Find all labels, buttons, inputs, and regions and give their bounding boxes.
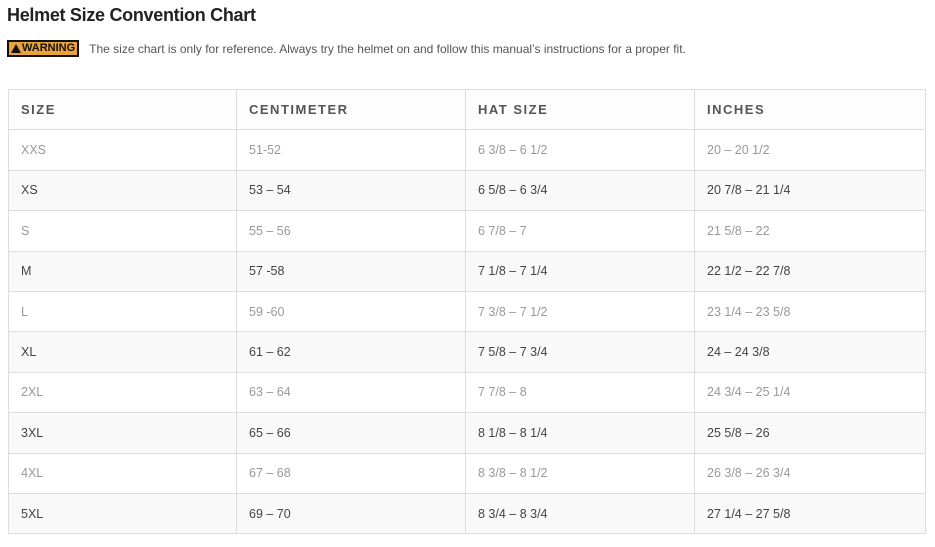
cell-centimeter: 67 – 68 xyxy=(236,452,466,494)
cell-inches: 24 3/4 – 25 1/4 xyxy=(694,371,926,414)
cell-size: M xyxy=(8,250,237,292)
table-row: 5XL 69 – 70 8 3/4 – 8 3/4 27 1/4 – 27 5/8 xyxy=(8,492,926,535)
cell-centimeter: 57 -58 xyxy=(236,250,466,292)
cell-size: XS xyxy=(8,169,237,212)
column-header-inches: INCHES xyxy=(694,88,926,131)
warning-triangle-icon xyxy=(11,44,21,53)
cell-size: L xyxy=(8,290,237,333)
cell-hat-size: 7 5/8 – 7 3/4 xyxy=(465,331,695,373)
cell-hat-size: 8 3/8 – 8 1/2 xyxy=(465,452,695,494)
table-row: L 59 -60 7 3/8 – 7 1/2 23 1/4 – 23 5/8 xyxy=(8,290,926,333)
cell-inches: 26 3/8 – 26 3/4 xyxy=(694,452,926,494)
cell-centimeter: 51-52 xyxy=(236,129,466,171)
cell-centimeter: 65 – 66 xyxy=(236,412,466,454)
cell-centimeter: 63 – 64 xyxy=(236,371,466,414)
column-header-hat-size: HAT SIZE xyxy=(465,88,695,131)
size-chart-table: SIZE CENTIMETER HAT SIZE INCHES XXS 51-52 6 3… xyxy=(8,88,926,535)
table-header-row: SIZE CENTIMETER HAT SIZE INCHES xyxy=(8,88,926,131)
cell-hat-size: 7 7/8 – 8 xyxy=(465,371,695,414)
cell-centimeter: 61 – 62 xyxy=(236,331,466,373)
warning-badge-label: WARNING xyxy=(22,42,76,54)
column-header-size: SIZE xyxy=(8,88,237,131)
cell-centimeter: 53 – 54 xyxy=(236,169,466,212)
cell-size: 5XL xyxy=(8,492,237,535)
cell-inches: 20 7/8 – 21 1/4 xyxy=(694,169,926,212)
cell-inches: 23 1/4 – 23 5/8 xyxy=(694,290,926,333)
table-row: M 57 -58 7 1/8 – 7 1/4 22 1/2 – 22 7/8 xyxy=(8,250,926,292)
table-row: XXS 51-52 6 3/8 – 6 1/2 20 – 20 1/2 xyxy=(8,129,926,171)
cell-hat-size: 7 1/8 – 7 1/4 xyxy=(465,250,695,292)
cell-inches: 27 1/4 – 27 5/8 xyxy=(694,492,926,535)
cell-size: 3XL xyxy=(8,412,237,454)
cell-inches: 20 – 20 1/2 xyxy=(694,129,926,171)
cell-size: 4XL xyxy=(8,452,237,494)
cell-centimeter: 59 -60 xyxy=(236,290,466,333)
column-header-centimeter: CENTIMETER xyxy=(236,88,466,131)
cell-centimeter: 55 – 56 xyxy=(236,210,466,252)
cell-hat-size: 6 3/8 – 6 1/2 xyxy=(465,129,695,171)
table-row: 3XL 65 – 66 8 1/8 – 8 1/4 25 5/8 – 26 xyxy=(8,412,926,454)
cell-hat-size: 8 1/8 – 8 1/4 xyxy=(465,412,695,454)
warning-notice: WARNING The size chart is only for refer… xyxy=(7,40,686,57)
cell-hat-size: 6 5/8 – 6 3/4 xyxy=(465,169,695,212)
warning-badge: WARNING xyxy=(7,40,80,57)
table-row: S 55 – 56 6 7/8 – 7 21 5/8 – 22 xyxy=(8,210,926,252)
cell-size: 2XL xyxy=(8,371,237,414)
cell-inches: 24 – 24 3/8 xyxy=(694,331,926,373)
cell-hat-size: 6 7/8 – 7 xyxy=(465,210,695,252)
table-row: XS 53 – 54 6 5/8 – 6 3/4 20 7/8 – 21 1/4 xyxy=(8,169,926,212)
table-row: 2XL 63 – 64 7 7/8 – 8 24 3/4 – 25 1/4 xyxy=(8,371,926,414)
cell-inches: 25 5/8 – 26 xyxy=(694,412,926,454)
cell-inches: 22 1/2 – 22 7/8 xyxy=(694,250,926,292)
cell-hat-size: 7 3/8 – 7 1/2 xyxy=(465,290,695,333)
cell-inches: 21 5/8 – 22 xyxy=(694,210,926,252)
cell-centimeter: 69 – 70 xyxy=(236,492,466,535)
cell-hat-size: 8 3/4 – 8 3/4 xyxy=(465,492,695,535)
cell-size: XXS xyxy=(8,129,237,171)
table-row: XL 61 – 62 7 5/8 – 7 3/4 24 – 24 3/8 xyxy=(8,331,926,373)
page-title: Helmet Size Convention Chart xyxy=(7,5,256,25)
warning-text: The size chart is only for reference. Al… xyxy=(89,41,686,56)
cell-size: XL xyxy=(8,331,237,373)
table-row: 4XL 67 – 68 8 3/8 – 8 1/2 26 3/8 – 26 3/4 xyxy=(8,452,926,494)
cell-size: S xyxy=(8,210,237,252)
